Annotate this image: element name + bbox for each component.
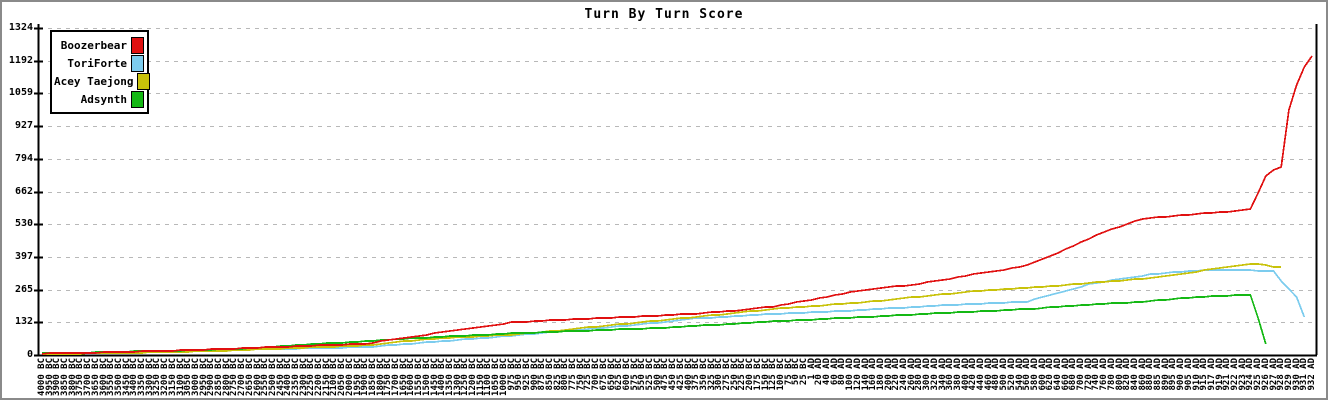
legend-label: Acey Taejong [54, 74, 134, 88]
y-tick-label: 1059 [8, 87, 33, 98]
legend-label: Boozerbear [60, 38, 127, 52]
y-tick-label: 1192 [8, 55, 33, 66]
legend-item-boozerbear: Boozerbear [54, 36, 144, 54]
chart-title: Turn By Turn Score [584, 7, 744, 22]
legend-item-adsynth: Adsynth [54, 90, 144, 108]
y-tick-label: 927 [14, 120, 33, 131]
legend-color-swatch [131, 36, 144, 54]
legend-color-swatch [131, 90, 144, 108]
y-tick-label: 662 [14, 186, 33, 197]
legend-label: ToriForte [67, 56, 127, 70]
series-line-adsynth [42, 294, 1267, 354]
y-tick-label: 132 [14, 316, 33, 327]
series-line-acey-taejong [42, 263, 1282, 355]
legend-item-toriforte: ToriForte [54, 54, 144, 72]
y-tick-label: 530 [14, 218, 33, 229]
y-tick-label: 265 [14, 284, 33, 295]
series-line-boozerbear [41, 55, 1313, 355]
y-tick-label: 0 [26, 349, 33, 360]
series-line-toriforte [42, 269, 1306, 355]
legend: Boozerbear ToriForte Acey Taejong Adsynth [50, 30, 151, 114]
y-tick-label: 1324 [8, 22, 33, 33]
legend-color-swatch [131, 54, 144, 72]
x-tick-label: 932 AD [1307, 358, 1317, 391]
legend-color-swatch [137, 72, 151, 90]
y-tick-label: 397 [14, 251, 33, 262]
y-tick-label: 794 [14, 153, 33, 164]
legend-item-acey-taejong: Acey Taejong [54, 72, 151, 90]
legend-label: Adsynth [80, 92, 127, 106]
